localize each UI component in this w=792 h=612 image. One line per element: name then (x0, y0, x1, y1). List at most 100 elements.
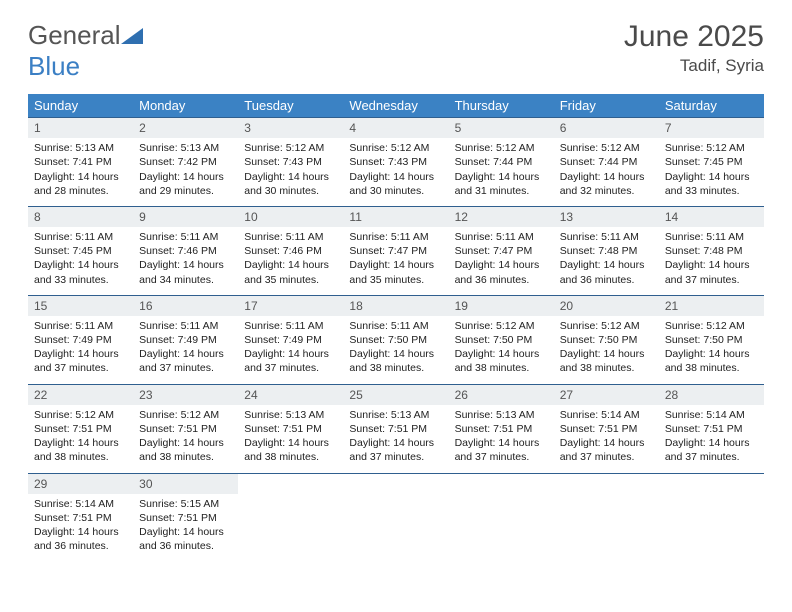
logo-word2: Blue (28, 51, 80, 81)
day-header-row: Sunday Monday Tuesday Wednesday Thursday… (28, 94, 764, 118)
calendar-table: Sunday Monday Tuesday Wednesday Thursday… (28, 94, 764, 561)
sunrise-text: Sunrise: 5:11 AM (139, 319, 232, 333)
sunset-text: Sunset: 7:50 PM (455, 333, 548, 347)
sunrise-text: Sunrise: 5:12 AM (34, 408, 127, 422)
daylight-text: Daylight: 14 hours and 36 minutes. (455, 258, 548, 286)
day-number: 1 (28, 118, 133, 139)
sunrise-text: Sunrise: 5:13 AM (455, 408, 548, 422)
daylight-text: Daylight: 14 hours and 33 minutes. (34, 258, 127, 286)
sunset-text: Sunset: 7:45 PM (665, 155, 758, 169)
day-number (343, 473, 448, 494)
daylight-text: Daylight: 14 hours and 37 minutes. (244, 347, 337, 375)
daylight-text: Daylight: 14 hours and 30 minutes. (349, 170, 442, 198)
sunrise-text: Sunrise: 5:11 AM (139, 230, 232, 244)
daylight-text: Daylight: 14 hours and 38 minutes. (349, 347, 442, 375)
daylight-text: Daylight: 14 hours and 38 minutes. (244, 436, 337, 464)
daylight-text: Daylight: 14 hours and 32 minutes. (560, 170, 653, 198)
day-header: Thursday (449, 94, 554, 118)
page-title: June 2025 (624, 20, 764, 54)
daylight-text: Daylight: 14 hours and 31 minutes. (455, 170, 548, 198)
sunrise-text: Sunrise: 5:12 AM (349, 141, 442, 155)
daylight-text: Daylight: 14 hours and 37 minutes. (34, 347, 127, 375)
day-content-row: Sunrise: 5:14 AMSunset: 7:51 PMDaylight:… (28, 494, 764, 562)
sunset-text: Sunset: 7:44 PM (455, 155, 548, 169)
day-number: 22 (28, 384, 133, 405)
day-cell: Sunrise: 5:12 AMSunset: 7:50 PMDaylight:… (449, 316, 554, 384)
sunset-text: Sunset: 7:49 PM (34, 333, 127, 347)
day-cell: Sunrise: 5:14 AMSunset: 7:51 PMDaylight:… (554, 405, 659, 473)
day-number: 15 (28, 295, 133, 316)
day-cell: Sunrise: 5:12 AMSunset: 7:44 PMDaylight:… (554, 138, 659, 206)
sunrise-text: Sunrise: 5:13 AM (139, 141, 232, 155)
day-number: 12 (449, 206, 554, 227)
day-number: 17 (238, 295, 343, 316)
day-number (659, 473, 764, 494)
sunrise-text: Sunrise: 5:12 AM (560, 319, 653, 333)
sunrise-text: Sunrise: 5:13 AM (349, 408, 442, 422)
daylight-text: Daylight: 14 hours and 33 minutes. (665, 170, 758, 198)
sunrise-text: Sunrise: 5:15 AM (139, 497, 232, 511)
sunrise-text: Sunrise: 5:12 AM (244, 141, 337, 155)
sunset-text: Sunset: 7:48 PM (665, 244, 758, 258)
day-number: 4 (343, 118, 448, 139)
sunset-text: Sunset: 7:46 PM (139, 244, 232, 258)
day-cell: Sunrise: 5:14 AMSunset: 7:51 PMDaylight:… (28, 494, 133, 562)
day-cell: Sunrise: 5:12 AMSunset: 7:51 PMDaylight:… (28, 405, 133, 473)
location-label: Tadif, Syria (624, 56, 764, 76)
day-number: 23 (133, 384, 238, 405)
daylight-text: Daylight: 14 hours and 37 minutes. (665, 436, 758, 464)
day-number: 21 (659, 295, 764, 316)
sunset-text: Sunset: 7:51 PM (244, 422, 337, 436)
sunset-text: Sunset: 7:51 PM (34, 511, 127, 525)
daylight-text: Daylight: 14 hours and 35 minutes. (244, 258, 337, 286)
sunrise-text: Sunrise: 5:12 AM (665, 141, 758, 155)
sunrise-text: Sunrise: 5:11 AM (560, 230, 653, 244)
sunset-text: Sunset: 7:45 PM (34, 244, 127, 258)
sunrise-text: Sunrise: 5:11 AM (34, 319, 127, 333)
day-number: 29 (28, 473, 133, 494)
day-cell: Sunrise: 5:11 AMSunset: 7:49 PMDaylight:… (28, 316, 133, 384)
day-content-row: Sunrise: 5:12 AMSunset: 7:51 PMDaylight:… (28, 405, 764, 473)
day-number-row: 22232425262728 (28, 384, 764, 405)
sunrise-text: Sunrise: 5:11 AM (244, 230, 337, 244)
day-cell: Sunrise: 5:13 AMSunset: 7:51 PMDaylight:… (449, 405, 554, 473)
sunset-text: Sunset: 7:42 PM (139, 155, 232, 169)
day-cell: Sunrise: 5:11 AMSunset: 7:48 PMDaylight:… (554, 227, 659, 295)
sunset-text: Sunset: 7:43 PM (349, 155, 442, 169)
sunrise-text: Sunrise: 5:14 AM (665, 408, 758, 422)
daylight-text: Daylight: 14 hours and 38 minutes. (139, 436, 232, 464)
day-number (449, 473, 554, 494)
sunrise-text: Sunrise: 5:14 AM (34, 497, 127, 511)
daylight-text: Daylight: 14 hours and 38 minutes. (665, 347, 758, 375)
sunset-text: Sunset: 7:43 PM (244, 155, 337, 169)
day-cell: Sunrise: 5:11 AMSunset: 7:46 PMDaylight:… (133, 227, 238, 295)
day-cell: Sunrise: 5:14 AMSunset: 7:51 PMDaylight:… (659, 405, 764, 473)
header: General Blue June 2025 Tadif, Syria (28, 20, 764, 82)
daylight-text: Daylight: 14 hours and 28 minutes. (34, 170, 127, 198)
sunset-text: Sunset: 7:51 PM (139, 511, 232, 525)
title-block: June 2025 Tadif, Syria (624, 20, 764, 76)
sunrise-text: Sunrise: 5:13 AM (34, 141, 127, 155)
day-header: Friday (554, 94, 659, 118)
day-cell (449, 494, 554, 562)
day-number: 24 (238, 384, 343, 405)
day-number: 20 (554, 295, 659, 316)
daylight-text: Daylight: 14 hours and 37 minutes. (139, 347, 232, 375)
day-cell: Sunrise: 5:13 AMSunset: 7:51 PMDaylight:… (343, 405, 448, 473)
day-cell: Sunrise: 5:11 AMSunset: 7:48 PMDaylight:… (659, 227, 764, 295)
day-cell: Sunrise: 5:12 AMSunset: 7:43 PMDaylight:… (343, 138, 448, 206)
day-number (554, 473, 659, 494)
day-number: 19 (449, 295, 554, 316)
day-cell (554, 494, 659, 562)
day-number-row: 891011121314 (28, 206, 764, 227)
sunset-text: Sunset: 7:46 PM (244, 244, 337, 258)
day-cell: Sunrise: 5:13 AMSunset: 7:42 PMDaylight:… (133, 138, 238, 206)
day-cell: Sunrise: 5:15 AMSunset: 7:51 PMDaylight:… (133, 494, 238, 562)
sunrise-text: Sunrise: 5:12 AM (455, 141, 548, 155)
daylight-text: Daylight: 14 hours and 37 minutes. (455, 436, 548, 464)
sunrise-text: Sunrise: 5:11 AM (455, 230, 548, 244)
sunrise-text: Sunrise: 5:14 AM (560, 408, 653, 422)
day-number-row: 2930 (28, 473, 764, 494)
day-cell: Sunrise: 5:11 AMSunset: 7:49 PMDaylight:… (238, 316, 343, 384)
day-cell: Sunrise: 5:11 AMSunset: 7:46 PMDaylight:… (238, 227, 343, 295)
